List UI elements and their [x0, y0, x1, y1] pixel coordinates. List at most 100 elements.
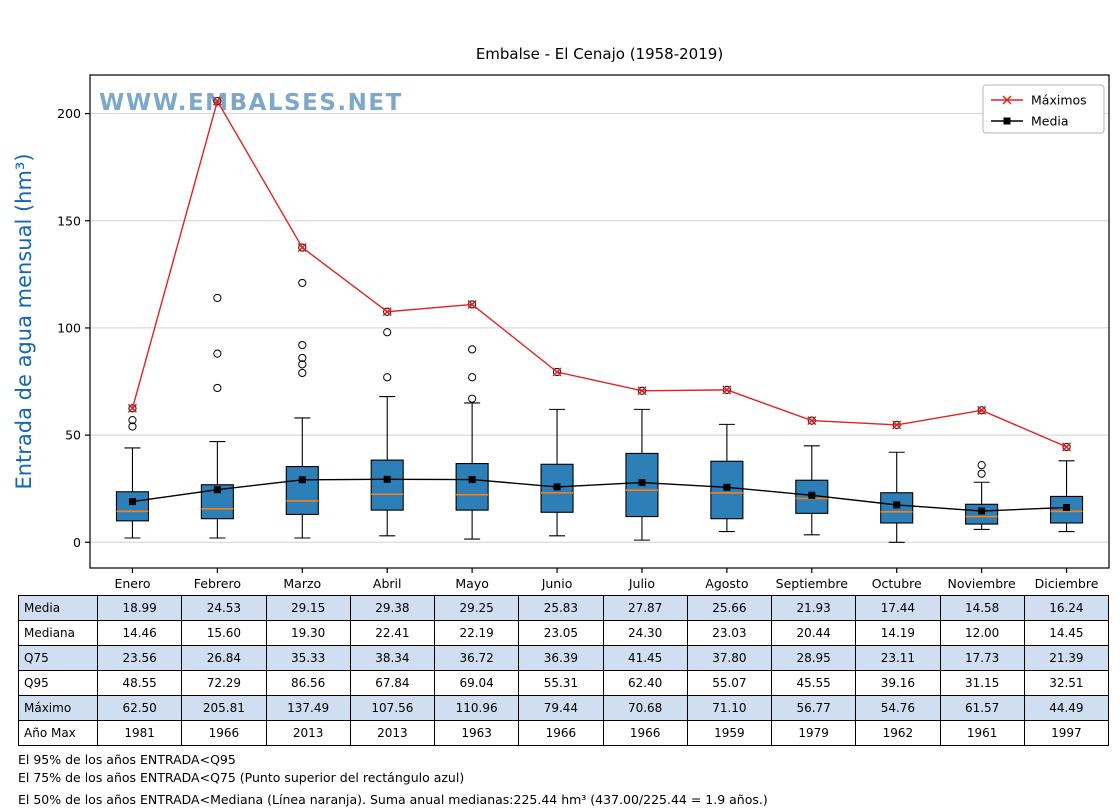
table-cell: 110.96 [433, 695, 520, 721]
outlier-marker [552, 367, 562, 377]
media-marker [298, 476, 306, 484]
outlier-marker [468, 394, 477, 403]
table-cell: 21.39 [1023, 645, 1110, 671]
table-cell: 29.15 [265, 595, 351, 621]
table-cell: 1961 [939, 720, 1025, 746]
box-junio [540, 367, 574, 537]
table-cell: 25.66 [686, 595, 773, 621]
media-marker [553, 483, 561, 491]
table-cell: 17.73 [939, 645, 1025, 671]
outlier-marker [128, 422, 137, 431]
outlier-marker [468, 373, 477, 382]
table-row: Q95 48.55 72.29 86.56 67.84 69.04 55.31 62.40 55… [18, 670, 1110, 696]
table-cell: 69.04 [433, 670, 520, 696]
table-cell: 19.30 [265, 620, 351, 646]
table-cell: 38.34 [349, 645, 436, 671]
table-cell: 48.55 [96, 670, 183, 696]
x-tick-label: Marzo [283, 576, 321, 591]
table-cell: 37.80 [686, 645, 773, 671]
media-line [132, 478, 1067, 512]
x-tick-label: Junio [541, 576, 573, 591]
table-cell: 32.51 [1023, 670, 1110, 696]
footnote-q75: El 75% de los años ENTRADA<Q75 (Punto su… [18, 770, 465, 785]
table-row: Máximo 62.50 205.81 137.49 107.56 110.96 79.44… [18, 695, 1110, 721]
table-cell: 23.11 [855, 645, 941, 671]
outlier-marker [213, 97, 222, 106]
media-marker [978, 507, 986, 515]
box-marzo [285, 243, 319, 539]
table-row: Año Max 1981 1966 2013 2013 1963 1966 1966 1959 1… [18, 720, 1110, 746]
y-tick-label: 0 [73, 535, 81, 550]
table-cell: 1966 [602, 720, 688, 746]
box-abril [370, 307, 404, 537]
table-cell: 39.16 [855, 670, 941, 696]
plot-border [89, 74, 1110, 569]
table-cell: 55.07 [686, 670, 773, 696]
x-tick-label: Abril [373, 576, 402, 591]
outlier-marker [298, 368, 307, 378]
x-tick-label: Diciembre [1035, 576, 1099, 591]
y-axis-label: Entrada de agua mensual (hm³) [12, 153, 36, 489]
table-cell: 25.83 [518, 595, 604, 621]
table-cell: 1997 [1023, 720, 1110, 746]
outlier-marker [128, 404, 137, 413]
table-row: Q75 23.56 26.84 35.33 38.34 36.72 36.39 41.45 37… [18, 645, 1110, 671]
table-cell: 1963 [433, 720, 520, 746]
table-cell: 28.95 [770, 645, 857, 671]
maximos-line [131, 99, 1067, 448]
media-marker [383, 475, 391, 483]
row-label: Mediana [18, 620, 98, 646]
media-marker [638, 479, 646, 487]
table-cell: 29.25 [433, 595, 520, 621]
row-label: Máximo [18, 695, 98, 721]
outlier-marker [298, 340, 307, 350]
watermark: WWW.EMBALSES.NET [99, 90, 403, 116]
table-cell: 22.41 [349, 620, 436, 646]
table-cell: 15.60 [181, 620, 267, 646]
row-label: Q95 [18, 670, 98, 696]
table-cell: 26.84 [181, 645, 267, 671]
media-marker [213, 486, 221, 494]
x-tick-label: Septiembre [776, 576, 849, 591]
media-marker [1063, 503, 1071, 511]
media-marker [723, 483, 731, 491]
table-cell: 16.24 [1023, 595, 1110, 621]
outlier-marker [383, 373, 392, 382]
outlier-marker [977, 469, 986, 478]
row-label: Año Max [18, 720, 98, 746]
media-marker [893, 501, 901, 509]
table-cell: 62.40 [602, 670, 688, 696]
table-cell: 18.99 [96, 595, 183, 621]
outlier-marker [213, 293, 222, 303]
table-cell: 20.44 [770, 620, 857, 646]
x-tick-label: Mayo [455, 576, 489, 591]
outlier-marker [213, 383, 222, 393]
y-tick-label: 200 [57, 106, 81, 121]
outlier-marker [213, 349, 222, 358]
outlier-marker [977, 461, 986, 470]
table-cell: 55.31 [518, 670, 604, 696]
x-tick-label: Octubre [872, 576, 922, 591]
table-cell: 14.46 [96, 620, 183, 646]
legend: Máximos Media [982, 84, 1105, 134]
outlier-marker [298, 360, 307, 369]
box-diciembre [1049, 442, 1084, 533]
table-cell: 1981 [96, 720, 183, 746]
box-octubre [880, 420, 914, 543]
box-mayo [455, 300, 489, 540]
table-cell: 86.56 [265, 670, 351, 696]
table-cell: 1979 [770, 720, 857, 746]
media-marker [468, 476, 476, 484]
table-cell: 23.05 [518, 620, 604, 646]
table-cell: 56.77 [770, 695, 857, 721]
table-cell: 107.56 [349, 695, 436, 721]
table-cell: 31.15 [939, 670, 1025, 696]
y-tick-label: 50 [65, 428, 81, 443]
legend-label-maximos: Máximos [1031, 93, 1087, 108]
table-cell: 36.39 [518, 645, 604, 671]
box-enero [115, 404, 150, 539]
table-cell: 205.81 [181, 695, 267, 721]
table-row: Mediana 14.46 15.60 19.30 22.41 22.19 23.05 24.… [18, 620, 1110, 646]
table-cell: 1966 [181, 720, 267, 746]
